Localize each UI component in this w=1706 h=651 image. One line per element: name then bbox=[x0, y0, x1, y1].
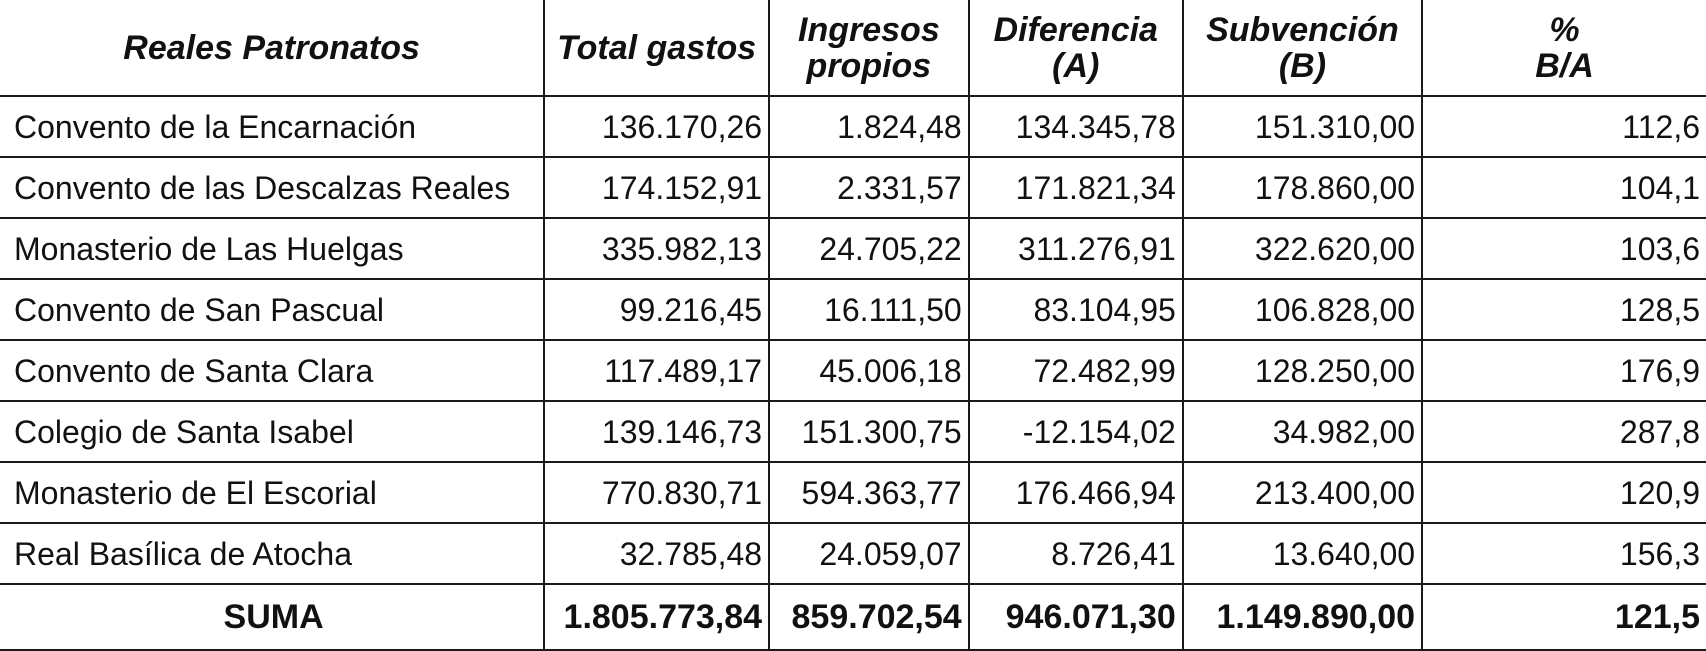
cell-porcentaje: 103,6 bbox=[1421, 217, 1706, 280]
row-name: Monasterio de Las Huelgas bbox=[0, 217, 546, 280]
header-reales-patronatos: Reales Patronatos bbox=[0, 0, 546, 97]
total-ingresos-value: 859.702,54 bbox=[768, 583, 970, 651]
table-row: Real Basílica de Atocha 32.785,48 24.059… bbox=[0, 522, 1706, 585]
cell-ingresos-propios: 16.111,50 bbox=[768, 278, 970, 341]
cell-subvencion: 213.400,00 bbox=[1181, 461, 1424, 524]
total-row: SUMA 1.805.773,84 859.702,54 946.071,30 … bbox=[0, 583, 1706, 651]
table-row: Colegio de Santa Isabel 139.146,73 151.3… bbox=[0, 400, 1706, 463]
cell-total-gastos: 117.489,17 bbox=[543, 339, 771, 402]
cell-total-gastos: 136.170,26 bbox=[543, 95, 771, 158]
cell-porcentaje: 112,6 bbox=[1421, 95, 1706, 158]
cell-porcentaje: 128,5 bbox=[1421, 278, 1706, 341]
row-name: Convento de San Pascual bbox=[0, 278, 546, 341]
table-row: Monasterio de El Escorial 770.830,71 594… bbox=[0, 461, 1706, 524]
cell-diferencia: 134.345,78 bbox=[967, 95, 1184, 158]
row-name: Real Basílica de Atocha bbox=[0, 522, 546, 585]
cell-total-gastos: 32.785,48 bbox=[543, 522, 771, 585]
cell-porcentaje: 104,1 bbox=[1421, 156, 1706, 219]
cell-diferencia: -12.154,02 bbox=[967, 400, 1184, 463]
cell-ingresos-propios: 151.300,75 bbox=[768, 400, 970, 463]
cell-ingresos-propios: 1.824,48 bbox=[768, 95, 970, 158]
row-name: Convento de la Encarnación bbox=[0, 95, 546, 158]
table-row: Convento de las Descalzas Reales 174.152… bbox=[0, 156, 1706, 219]
cell-porcentaje: 120,9 bbox=[1421, 461, 1706, 524]
cell-porcentaje: 156,3 bbox=[1421, 522, 1706, 585]
header-subvencion: Subvención (B) bbox=[1181, 0, 1424, 97]
row-name: Convento de Santa Clara bbox=[0, 339, 546, 402]
row-name: Monasterio de El Escorial bbox=[0, 461, 546, 524]
total-porcentaje-value: 121,5 bbox=[1421, 583, 1706, 651]
cell-total-gastos: 139.146,73 bbox=[543, 400, 771, 463]
cell-diferencia: 83.104,95 bbox=[967, 278, 1184, 341]
cell-subvencion: 151.310,00 bbox=[1181, 95, 1424, 158]
cell-total-gastos: 335.982,13 bbox=[543, 217, 771, 280]
cell-diferencia: 311.276,91 bbox=[967, 217, 1184, 280]
table-row: Convento de San Pascual 99.216,45 16.111… bbox=[0, 278, 1706, 341]
cell-porcentaje: 176,9 bbox=[1421, 339, 1706, 402]
cell-ingresos-propios: 24.705,22 bbox=[768, 217, 970, 280]
header-total-gastos: Total gastos bbox=[543, 0, 771, 97]
cell-porcentaje: 287,8 bbox=[1421, 400, 1706, 463]
total-diferencia-value: 946.071,30 bbox=[967, 583, 1184, 651]
cell-total-gastos: 99.216,45 bbox=[543, 278, 771, 341]
cell-diferencia: 171.821,34 bbox=[967, 156, 1184, 219]
cell-total-gastos: 174.152,91 bbox=[543, 156, 771, 219]
cell-diferencia: 176.466,94 bbox=[967, 461, 1184, 524]
cell-ingresos-propios: 2.331,57 bbox=[768, 156, 970, 219]
header-diferencia: Diferencia (A) bbox=[967, 0, 1184, 97]
table-row: Monasterio de Las Huelgas 335.982,13 24.… bbox=[0, 217, 1706, 280]
header-porcentaje: % B/A bbox=[1421, 0, 1706, 97]
row-name: Convento de las Descalzas Reales bbox=[0, 156, 546, 219]
cell-subvencion: 128.250,00 bbox=[1181, 339, 1424, 402]
row-name: Colegio de Santa Isabel bbox=[0, 400, 546, 463]
cell-total-gastos: 770.830,71 bbox=[543, 461, 771, 524]
total-subvencion-value: 1.149.890,00 bbox=[1181, 583, 1424, 651]
cell-subvencion: 13.640,00 bbox=[1181, 522, 1424, 585]
cell-ingresos-propios: 45.006,18 bbox=[768, 339, 970, 402]
cell-subvencion: 322.620,00 bbox=[1181, 217, 1424, 280]
cell-ingresos-propios: 24.059,07 bbox=[768, 522, 970, 585]
header-ingresos-propios: Ingresos propios bbox=[768, 0, 970, 97]
cell-diferencia: 72.482,99 bbox=[967, 339, 1184, 402]
total-label: SUMA bbox=[0, 583, 546, 651]
cell-subvencion: 178.860,00 bbox=[1181, 156, 1424, 219]
cell-subvencion: 106.828,00 bbox=[1181, 278, 1424, 341]
table-row: Convento de la Encarnación 136.170,26 1.… bbox=[0, 95, 1706, 158]
cell-diferencia: 8.726,41 bbox=[967, 522, 1184, 585]
cell-subvencion: 34.982,00 bbox=[1181, 400, 1424, 463]
total-gastos-value: 1.805.773,84 bbox=[543, 583, 771, 651]
table-header-row: Reales Patronatos Total gastos Ingresos … bbox=[0, 0, 1706, 97]
cell-ingresos-propios: 594.363,77 bbox=[768, 461, 970, 524]
table-row: Convento de Santa Clara 117.489,17 45.00… bbox=[0, 339, 1706, 402]
